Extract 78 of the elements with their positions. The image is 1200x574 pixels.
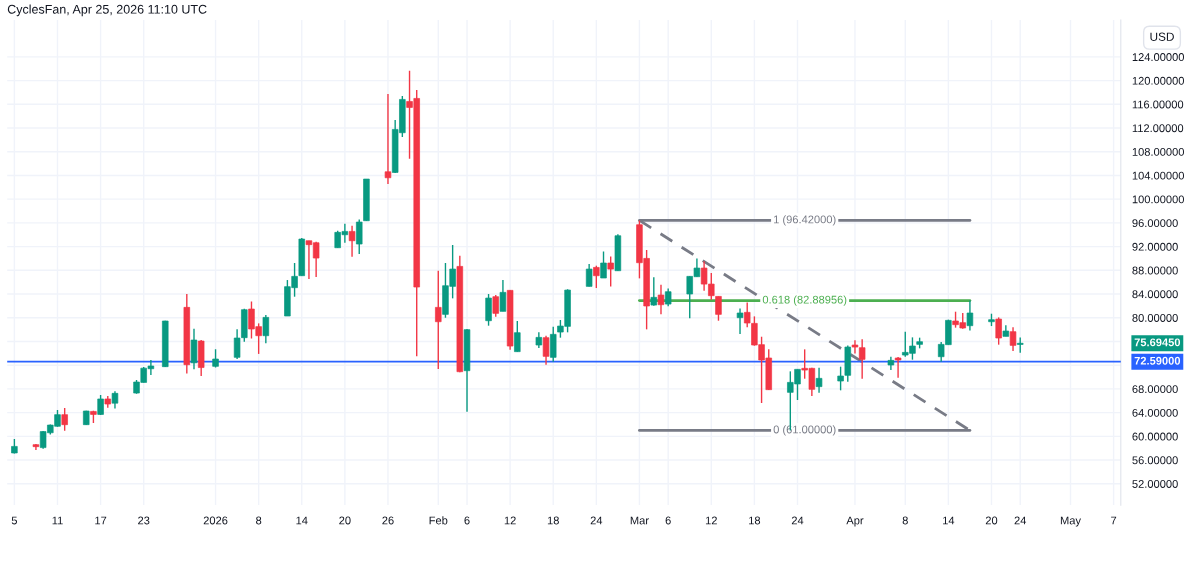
x-tick-label: 24 [590, 516, 603, 525]
series-label: 1 (96.42000) [774, 215, 836, 226]
y-tick-label: 100.00000 [1132, 195, 1184, 204]
candlestick [815, 366, 823, 394]
x-tick-label: 18 [749, 516, 761, 525]
x-tick-label: 8 [902, 516, 908, 525]
candlestick [485, 293, 492, 327]
x-tick-label: 18 [547, 516, 559, 525]
candlestick [61, 407, 68, 432]
x-tick-label: 23 [138, 516, 150, 525]
candlestick [542, 335, 550, 366]
candlestick [492, 294, 499, 318]
y-tick-label: 80.00000 [1132, 314, 1178, 322]
candlestick [894, 356, 902, 379]
chart-title: CyclesFan, Apr 25, 2026 11:10 UTC [7, 4, 207, 17]
y-tick-label: 64.00000 [1132, 408, 1178, 417]
candlestick [97, 394, 104, 416]
x-tick-label: 7 [1111, 516, 1117, 525]
y-axis-title: USD [1150, 32, 1174, 41]
candlestick [650, 276, 658, 307]
candlestick [657, 284, 665, 316]
candlestick [550, 326, 557, 363]
y-tick-label: 116.00000 [1132, 100, 1184, 109]
x-tick-label: 6 [464, 516, 470, 525]
series-label: 0 (61.00000) [773, 425, 836, 436]
y-tick-label: 104.00000 [1132, 171, 1184, 180]
candlestick [190, 328, 198, 371]
candlestick [348, 225, 356, 258]
x-tick-label: 24 [791, 516, 804, 525]
candlestick [593, 264, 600, 289]
y-tick-label: 120.00000 [1132, 76, 1184, 85]
candlestick [600, 250, 607, 279]
y-tick-label: 124.00000 [1132, 53, 1184, 61]
candlestick [212, 348, 219, 369]
x-tick-label: 24 [1014, 516, 1027, 525]
candlestick [966, 299, 974, 332]
x-tick-label: 14 [943, 516, 955, 525]
y-tick-label: 96.00000 [1132, 219, 1178, 228]
x-tick-label: 11 [52, 516, 63, 525]
x-tick-label: 12 [705, 516, 717, 525]
x-tick-label: May [1060, 516, 1081, 527]
y-tick-label: 56.00000 [1132, 456, 1178, 465]
y-tick-label: 60.00000 [1132, 432, 1178, 441]
candlestick [384, 93, 392, 185]
x-tick-label: 26 [382, 516, 394, 525]
x-tick-label: 20 [985, 516, 998, 525]
candlestick [435, 270, 442, 370]
y-tick-label: 108.00000 [1132, 147, 1184, 156]
x-tick-label: 14 [296, 516, 308, 525]
series-label: 0.618 (82.88956) [762, 295, 847, 306]
x-tick-label: 20 [339, 516, 351, 525]
candlestick [1009, 326, 1017, 352]
x-tick-label: Feb [429, 516, 448, 525]
y-tick-label: 92.00000 [1132, 242, 1178, 251]
x-tick-label: 17 [95, 516, 107, 525]
x-tick-label: 5 [11, 516, 18, 525]
y-tick-label: 84.00000 [1132, 290, 1178, 299]
candlestick [607, 255, 614, 288]
ref-line-label: 72.59000 [1134, 356, 1181, 365]
y-tick-label: 52.00000 [1132, 480, 1178, 488]
x-tick-label: 6 [665, 516, 671, 525]
x-tick-label: 12 [504, 516, 516, 525]
text: 75.69450 [1134, 338, 1181, 347]
candlestick [736, 307, 744, 335]
y-tick-label: 112.00000 [1132, 124, 1184, 133]
candlestick [262, 314, 270, 344]
y-tick-label: 68.00000 [1132, 385, 1178, 394]
candlestick [356, 218, 363, 255]
candlestick [715, 295, 722, 322]
x-tick-label: Mar [630, 516, 649, 525]
x-tick-label: Apr [846, 516, 864, 527]
candlestick [499, 279, 507, 313]
x-tick-label: 8 [256, 516, 262, 525]
x-tick-label: 2026 [203, 516, 228, 525]
candlestick [995, 316, 1002, 346]
y-tick-label: 88.00000 [1132, 266, 1178, 275]
candlestick [514, 320, 521, 353]
candlestick [585, 263, 593, 288]
